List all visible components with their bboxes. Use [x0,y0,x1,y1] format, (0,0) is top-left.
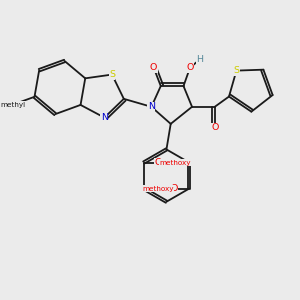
Text: S: S [233,66,239,75]
Text: methoxy: methoxy [159,160,191,166]
Text: S: S [109,70,115,79]
Text: O: O [150,63,157,72]
Text: O: O [171,184,178,193]
Text: H: H [196,55,203,64]
Text: O: O [155,158,162,167]
Text: O: O [211,123,218,132]
Text: N: N [148,102,155,111]
Text: N: N [101,113,108,122]
Text: methoxy: methoxy [142,186,174,192]
Text: O: O [186,63,194,72]
Text: methyl: methyl [0,102,26,108]
